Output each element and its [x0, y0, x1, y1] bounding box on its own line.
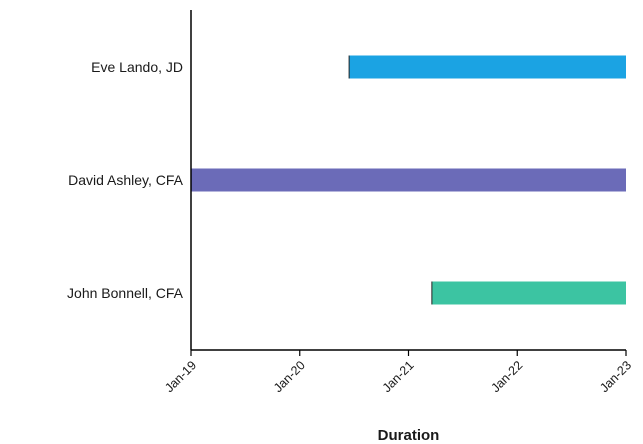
- y-labels-layer: Eve Lando, JD David Ashley, CFA John Bonne…: [67, 59, 184, 301]
- x-tick-label: Jan-20: [271, 358, 308, 395]
- y-tick-label: Eve Lando, JD: [91, 59, 183, 75]
- x-tick-label: Jan-19: [162, 358, 199, 395]
- y-tick-label: John Bonnell, CFA: [67, 285, 184, 301]
- x-tick-label: Jan-21: [380, 358, 417, 395]
- bar-1: [349, 55, 626, 79]
- x-tick-label: Jan-22: [488, 358, 525, 395]
- bar-3: [431, 281, 626, 305]
- x-axis-label: Duration: [378, 427, 440, 444]
- x-tick-label: Jan-23: [597, 358, 634, 395]
- bars-layer: [190, 55, 626, 305]
- bar-2: [191, 168, 626, 192]
- y-tick-label: David Ashley, CFA: [68, 172, 184, 188]
- x-ticks-layer: Jan-19 Jan-20 Jan-21 Jan-22 Jan-23: [162, 350, 634, 395]
